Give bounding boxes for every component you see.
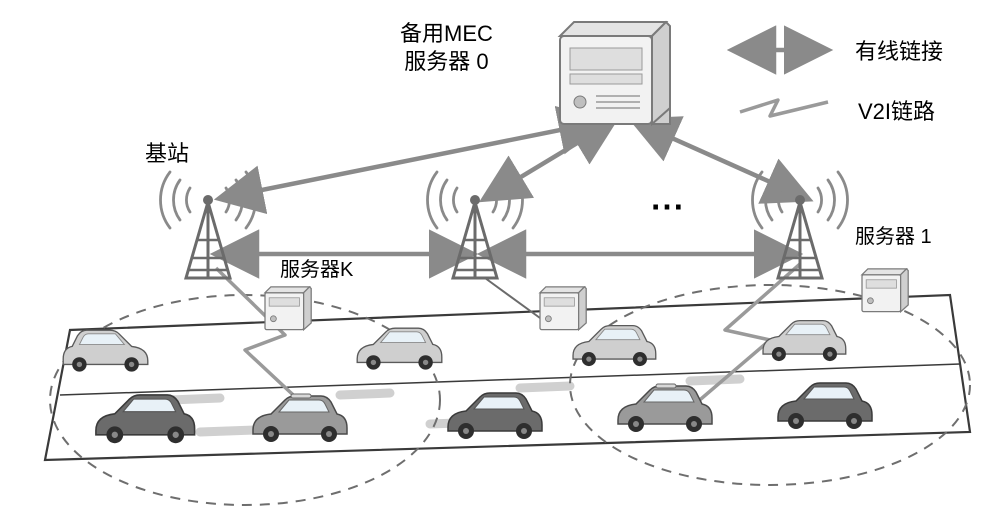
car-icon [448,393,542,439]
car-icon [573,326,656,366]
road [45,295,970,460]
cars [63,321,872,444]
server-1-label: 服务器 1 [855,225,932,250]
coverage-ellipses [50,285,970,505]
graphics-overlay [0,0,1000,515]
base-station-3 [752,172,847,278]
v2i-links [216,264,800,420]
legend-v2i-label: V2I链路 [858,98,935,126]
small-server-1-icon [862,269,908,312]
base-station-2 [427,172,540,318]
ellipsis-label: ⋯ [650,186,690,229]
base-station-label: 基站 [145,140,189,168]
car-icon [253,394,347,442]
small-server-mid-icon [540,287,586,330]
car-icon [778,383,872,429]
wired-links [218,122,806,254]
car-icon [618,384,712,432]
legend-v2i-icon [740,100,828,116]
diagram-canvas: 备用MEC 服务器 0 基站 服务器K 服务器 1 ⋯ 有线链接 V2I链路 [0,0,1000,515]
car-icon [96,395,195,443]
mec0-server-icon [560,22,670,124]
small-server-k-icon [265,287,311,330]
car-icon [357,328,442,369]
car-icon [63,330,148,371]
car-icon [763,321,846,361]
legend-wired-label: 有线链接 [855,38,943,66]
server-k-label: 服务器K [280,258,353,283]
mec0-label: 备用MEC 服务器 0 [400,20,493,75]
base-station-1 [160,172,255,278]
